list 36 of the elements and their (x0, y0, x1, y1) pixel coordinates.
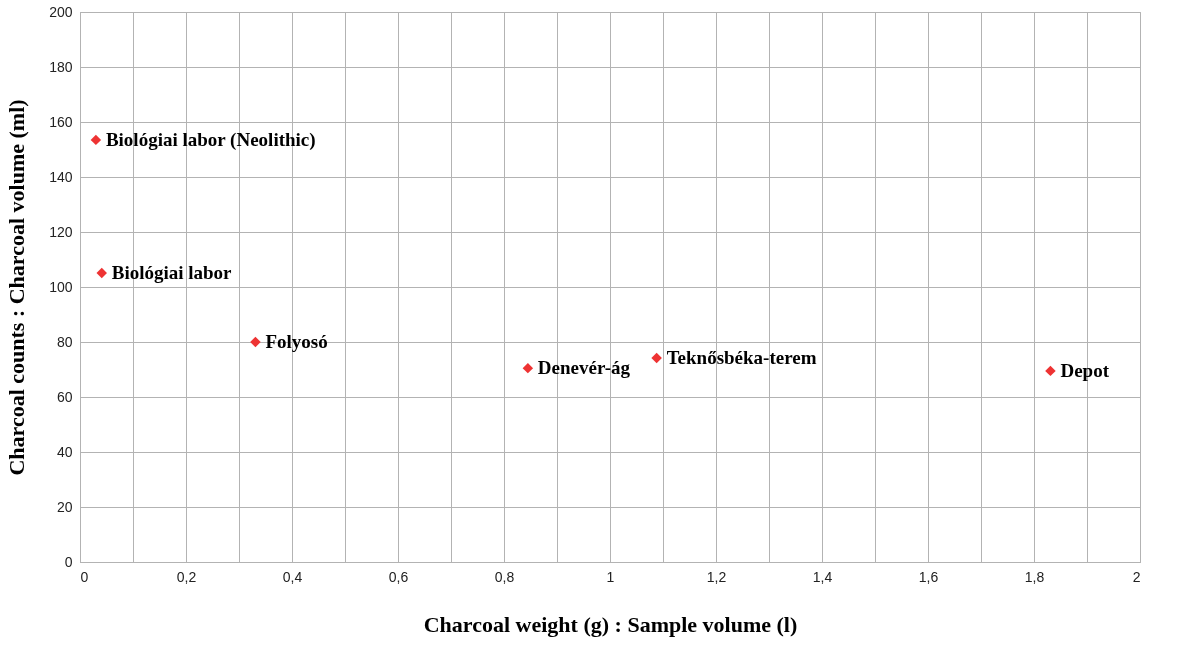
x-tick-label: 1,8 (1024, 568, 1045, 585)
y-tick-label: 140 (49, 168, 73, 185)
y-axis-title: Charcoal counts : Charcoal volume (ml) (4, 99, 30, 476)
y-tick-label: 40 (56, 443, 73, 460)
y-tick-label: 120 (49, 223, 73, 240)
x-tick-label: 0,6 (388, 568, 409, 585)
y-tick-label: 160 (49, 113, 73, 130)
annotation: Denevér-ág (537, 357, 631, 379)
annotation: Biológiai labor (Neolithic) (105, 128, 316, 151)
y-tick-label: 20 (56, 498, 73, 515)
annotation: Folyosó (265, 331, 328, 352)
point (96, 267, 107, 279)
x-tick-label: 1 (606, 568, 615, 585)
annotation: Depot (1060, 359, 1110, 381)
x-tick-label: 2 (1132, 568, 1141, 585)
x-tick-label: 1,2 (706, 568, 727, 585)
x-tick-label: 0,4 (282, 568, 303, 585)
x-tick-label: 1,6 (918, 568, 939, 585)
x-axis-title: Charcoal weight (g) : Sample volume (l) (423, 611, 798, 637)
x-tick-label: 0 (80, 568, 89, 585)
point (1045, 365, 1056, 377)
point (90, 134, 102, 146)
y-tick-label: 60 (56, 388, 73, 405)
x-tick-label: 0,2 (176, 568, 197, 585)
point (250, 336, 261, 348)
y-tick-label: 180 (49, 58, 73, 75)
point (651, 352, 662, 364)
y-tick-label: 80 (56, 333, 73, 350)
y-tick-label: 200 (49, 3, 73, 20)
x-tick-label: 1,4 (812, 568, 833, 585)
y-tick-label: 0 (64, 553, 73, 570)
x-tick-label: 0,8 (494, 568, 515, 585)
annotation: Teknősbéka-terem (666, 346, 817, 368)
annotation: Biológiai labor (111, 261, 233, 283)
point (522, 362, 534, 374)
y-tick-label: 100 (49, 278, 73, 295)
